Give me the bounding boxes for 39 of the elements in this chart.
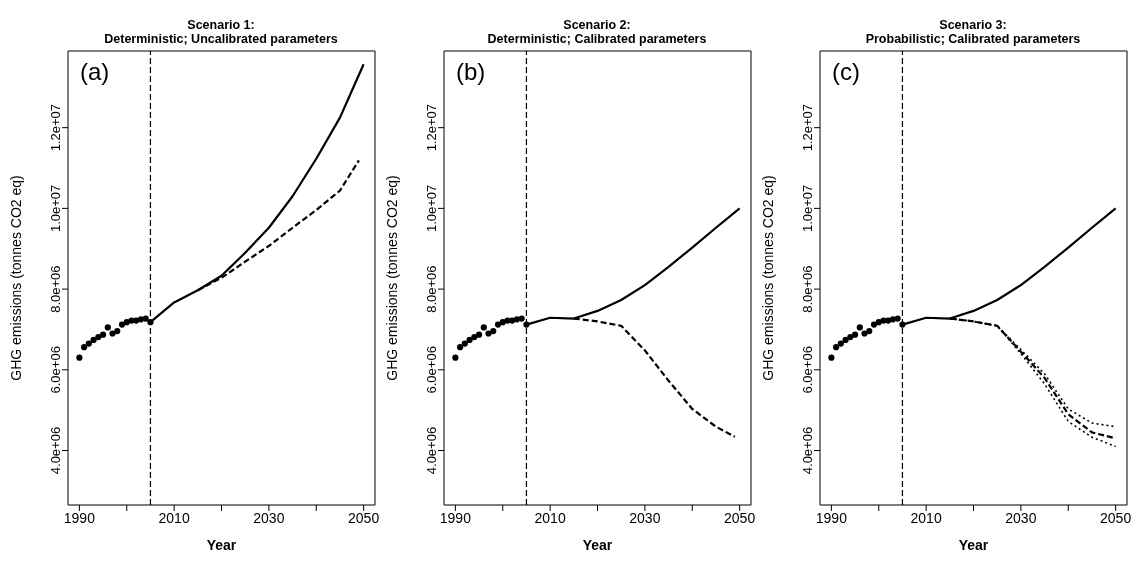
y-tick-label: 6.0e+06 [800, 346, 815, 394]
y-tick-label: 1.2e+07 [48, 104, 63, 152]
x-axis-title: Year [582, 537, 613, 553]
annotation: (c) [832, 58, 860, 86]
x-tick-label: 2010 [158, 509, 190, 526]
y-tick-label: 6.0e+06 [424, 346, 439, 394]
y-tick-label: 8.0e+06 [424, 265, 439, 313]
x-tick-label: 1990 [815, 509, 848, 526]
x-tick-label: 2050 [1100, 509, 1132, 526]
y-tick-label: 1.2e+07 [800, 104, 815, 152]
x-tick-label: 2030 [629, 509, 661, 526]
chart-title: Scenario 3: Probabilistic; Calibrated parameters [864, 18, 1082, 46]
x-tick-label: 2030 [1005, 509, 1037, 526]
x-tick-label: 2030 [253, 509, 285, 526]
x-tick-label: 2050 [348, 509, 380, 526]
chart-title: Scenario 2: Deterministic; Calibrated parameters [486, 18, 708, 46]
x-axis-title: Year [206, 537, 237, 553]
y-tick-label: 1.2e+07 [424, 104, 439, 152]
x-tick-label: 2050 [724, 509, 756, 526]
x-tick-label: 1990 [63, 509, 96, 526]
y-tick-label: 1.0e+07 [800, 184, 815, 233]
y-tick-label: 4.0e+06 [424, 426, 439, 475]
annotation: (a) [80, 58, 110, 86]
y-axis-title: GHG emissions (tonnes CO2 eq) [7, 175, 24, 381]
x-axis-title: Year [958, 537, 989, 553]
y-tick-label: 4.0e+06 [800, 426, 815, 475]
x-tick-label: 2010 [534, 509, 566, 526]
y-tick-label: 1.0e+07 [48, 184, 63, 233]
annotation: (b) [456, 58, 486, 86]
y-tick-label: 8.0e+06 [800, 265, 815, 313]
chart-title: Scenario 1: Deterministic; Uncalibrated parameters [103, 18, 339, 46]
y-tick-label: 4.0e+06 [48, 426, 63, 475]
x-tick-label: 1990 [439, 509, 472, 526]
y-tick-label: 8.0e+06 [48, 265, 63, 313]
y-axis-title: GHG emissions (tonnes CO2 eq) [383, 175, 400, 381]
y-tick-label: 6.0e+06 [48, 346, 63, 394]
y-tick-label: 1.0e+07 [424, 184, 439, 233]
x-tick-label: 2010 [910, 509, 942, 526]
y-axis-title: GHG emissions (tonnes CO2 eq) [759, 175, 776, 381]
